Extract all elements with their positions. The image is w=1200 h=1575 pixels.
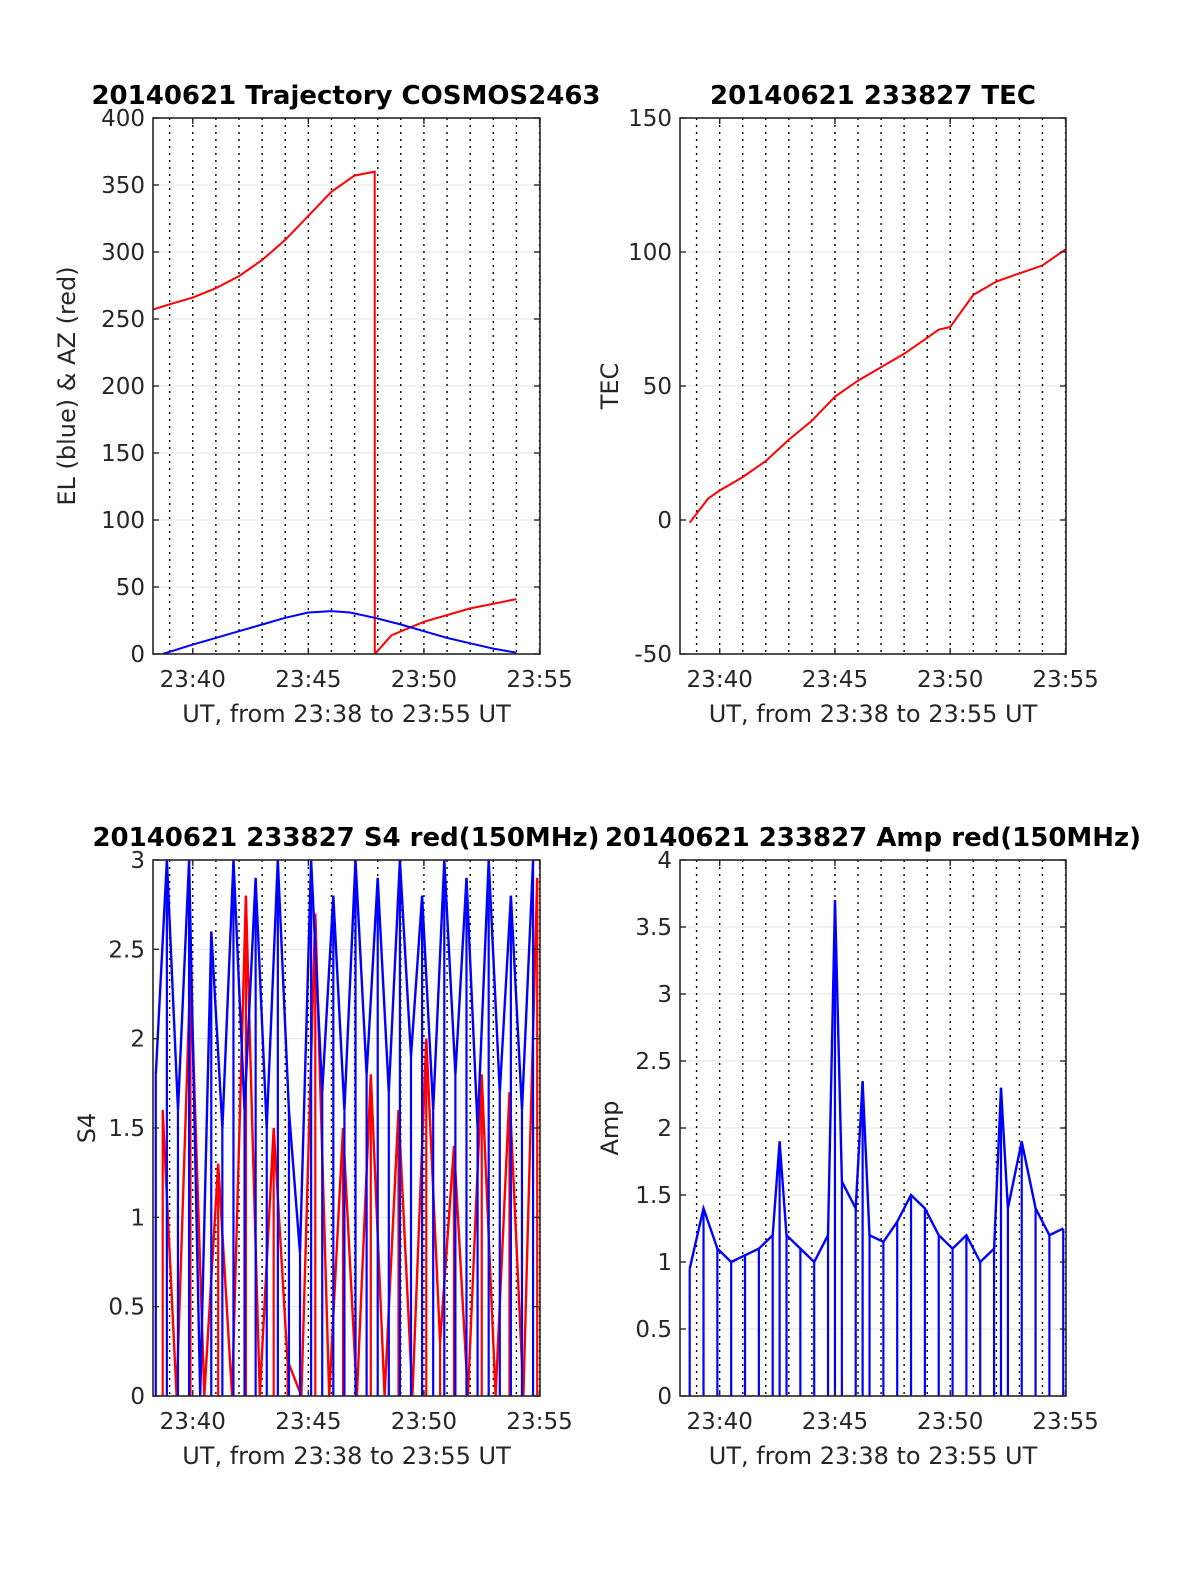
y-tick-label: 400 [101, 106, 145, 132]
x-tick-label: 23:55 [1032, 1409, 1098, 1435]
y-tick-label: 0 [130, 642, 145, 668]
x-tick-label: 23:55 [506, 1409, 572, 1435]
series-line-0 [161, 877, 539, 1396]
series-line-1 [162, 610, 517, 654]
x-tick-label: 23:45 [802, 667, 868, 693]
y-tick-label: 1.5 [108, 1116, 145, 1142]
y-tick-label: 2.5 [635, 1049, 672, 1075]
x-tick-label: 23:50 [917, 667, 983, 693]
y-tick-label: 1 [657, 1250, 672, 1276]
y-tick-label: 0.5 [108, 1295, 145, 1321]
y-tick-label: 3 [130, 848, 145, 874]
y-tick-label: 150 [628, 106, 672, 132]
chart-3: 0 0.5 1 1.5 2 2.5 3 3.5 4 23:40 23:45 23:50 23:55 201… [596, 823, 1141, 1470]
x-axis-label: UT, from 23:38 to 23:55 UT [709, 1442, 1038, 1470]
chart-title: 20140621 233827 S4 red(150MHz) [92, 823, 599, 853]
y-tick-label: 0 [657, 1384, 672, 1410]
y-tick-label: 200 [101, 374, 145, 400]
x-tick-label: 23:40 [160, 667, 226, 693]
y-tick-label: 2.5 [108, 937, 145, 963]
x-tick-label: 23:55 [1032, 667, 1098, 693]
series-line-0 [153, 170, 517, 654]
x-axis-label: UT, from 23:38 to 23:55 UT [182, 700, 511, 728]
chart-title: 20140621 Trajectory COSMOS2463 [91, 81, 600, 111]
x-tick-label: 23:45 [275, 667, 341, 693]
y-tick-label: 0 [657, 508, 672, 534]
y-tick-label: 3 [657, 982, 672, 1008]
chart-2: 0 0.5 1 1.5 2 2.5 3 23:40 23:45 23:50 23:55 2014062… [73, 823, 600, 1470]
y-tick-label: -50 [634, 642, 672, 668]
y-axis-label: Amp [596, 1100, 624, 1155]
y-tick-label: 0.5 [635, 1317, 672, 1343]
y-tick-label: 350 [101, 173, 145, 199]
y-tick-label: 0 [130, 1384, 145, 1410]
y-tick-label: 1 [130, 1205, 145, 1231]
x-tick-label: 23:50 [917, 1409, 983, 1435]
x-tick-label: 23:40 [687, 667, 753, 693]
y-tick-label: 2 [130, 1027, 145, 1053]
y-tick-label: 2 [657, 1116, 672, 1142]
chart-title: 20140621 233827 TEC [710, 81, 1036, 111]
x-tick-label: 23:45 [275, 1409, 341, 1435]
series-line-0 [688, 900, 1064, 1269]
y-axis-label: TEC [596, 363, 624, 411]
x-axis-label: UT, from 23:38 to 23:55 UT [709, 700, 1038, 728]
y-tick-label: 50 [643, 374, 672, 400]
x-tick-label: 23:40 [160, 1409, 226, 1435]
y-axis-label: S4 [73, 1113, 101, 1144]
x-tick-label: 23:50 [391, 1409, 457, 1435]
y-tick-label: 150 [101, 441, 145, 467]
y-axis-label: EL (blue) & AZ (red) [53, 266, 81, 505]
x-tick-label: 23:40 [687, 1409, 753, 1435]
x-tick-label: 23:45 [802, 1409, 868, 1435]
chart-title: 20140621 233827 Amp red(150MHz) [605, 823, 1141, 853]
x-axis-label: UT, from 23:38 to 23:55 UT [182, 1442, 511, 1470]
y-tick-label: 50 [116, 575, 145, 601]
y-tick-label: 250 [101, 307, 145, 333]
chart-0: 0 50 100 150 200 250 300 350 400 23:40 23:45 23:50 2… [53, 81, 601, 728]
x-tick-label: 23:55 [506, 667, 572, 693]
y-tick-label: 100 [101, 508, 145, 534]
y-tick-label: 3.5 [635, 915, 672, 941]
y-tick-label: 300 [101, 240, 145, 266]
y-tick-label: 1.5 [635, 1183, 672, 1209]
y-tick-label: 4 [657, 848, 672, 874]
y-tick-label: 100 [628, 240, 672, 266]
chart-1: -50 0 50 100 150 23:40 23:45 23:50 23:55 20140621… [596, 81, 1099, 728]
series-line-1 [154, 860, 535, 1396]
x-tick-label: 23:50 [391, 667, 457, 693]
series-line-0 [688, 248, 1066, 524]
